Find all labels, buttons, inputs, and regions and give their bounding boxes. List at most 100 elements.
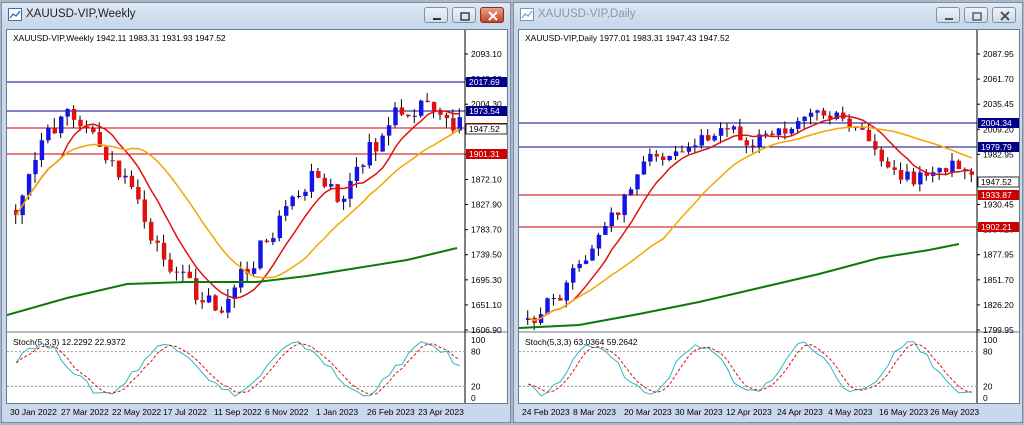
bear-candle <box>374 142 379 152</box>
bear-candle <box>770 133 775 136</box>
bull-candle <box>834 112 839 119</box>
date-axis-label: 30 Mar 2023 <box>675 407 723 417</box>
bull-candle <box>348 180 353 199</box>
daily-minimize-button[interactable] <box>936 7 960 23</box>
bear-candle <box>680 151 685 153</box>
stoch-scale-label: 100 <box>471 335 485 345</box>
bull-candle <box>551 297 557 299</box>
bull-candle <box>641 161 647 175</box>
date-axis-label: 16 May 2023 <box>879 407 929 417</box>
daily-titlebar[interactable]: XAUUSD-VIP,Daily <box>514 3 1022 27</box>
weekly-minimize-button[interactable] <box>424 7 448 23</box>
bear-candle <box>322 177 327 187</box>
bull-candle <box>815 110 820 113</box>
bear-candle <box>738 126 743 141</box>
bear-candle <box>399 107 405 115</box>
bear-candle <box>661 156 666 160</box>
bear-candle <box>161 242 167 260</box>
price-scale-label: 1606.90 <box>471 325 502 335</box>
bear-candle <box>911 171 917 185</box>
chart-window-icon <box>8 8 22 21</box>
close-icon <box>1000 11 1010 21</box>
bull-candle <box>380 135 385 152</box>
bull-candle <box>457 117 462 131</box>
weekly-chart-window[interactable]: XAUUSD-VIP,Weekly XAUUSD-VIP,Weekly 1942… <box>1 2 511 423</box>
bull-candle <box>577 263 582 269</box>
date-axis-label: 20 Mar 2023 <box>624 407 672 417</box>
price-scale-label: 1827.90 <box>471 200 502 210</box>
weekly-chart-canvas[interactable]: XAUUSD-VIP,Weekly 1942.11 1983.31 1931.9… <box>7 30 507 403</box>
mid-moving-average <box>527 126 973 322</box>
blue-level-label: 1973.54 <box>469 106 500 116</box>
minimize-icon <box>945 18 953 20</box>
bear-candle <box>104 146 109 161</box>
bull-candle <box>65 109 70 117</box>
bear-candle <box>616 212 621 216</box>
weekly-titlebar[interactable]: XAUUSD-VIP,Weekly <box>2 3 510 27</box>
bear-candle <box>264 240 270 243</box>
date-axis-label: 8 Mar 2023 <box>573 407 616 417</box>
bull-candle <box>802 116 807 122</box>
bear-candle <box>78 119 83 127</box>
bull-candle <box>59 116 64 134</box>
chart-window-icon <box>520 8 534 21</box>
bear-candle <box>892 167 897 170</box>
daily-chart-area[interactable]: XAUUSD-VIP,Daily 1977.01 1983.31 1947.43… <box>518 29 1020 404</box>
date-axis-label: 24 Feb 2023 <box>522 407 570 417</box>
mid-moving-average <box>15 128 461 279</box>
bull-candle <box>596 234 602 249</box>
bear-candle <box>194 278 199 301</box>
bear-candle <box>52 127 57 134</box>
bull-candle <box>571 268 576 283</box>
stoch-signal-line <box>528 343 972 394</box>
bull-candle <box>648 153 653 162</box>
bull-candle <box>239 268 244 288</box>
bear-candle <box>783 128 788 134</box>
weekly-close-button[interactable] <box>480 7 504 23</box>
price-scale-label: 1877.95 <box>983 250 1014 260</box>
stoch-main-line <box>15 341 460 397</box>
red-level-label: 1901.31 <box>469 149 500 159</box>
price-scale-label: 2009.20 <box>983 124 1014 134</box>
bull-candle <box>526 317 531 320</box>
stoch-scale-label: 80 <box>471 347 481 357</box>
weekly-chart-area[interactable]: XAUUSD-VIP,Weekly 1942.11 1983.31 1931.9… <box>6 29 508 404</box>
daily-chart-canvas[interactable]: XAUUSD-VIP,Daily 1977.01 1983.31 1947.43… <box>519 30 1019 403</box>
blue-level-tag <box>978 118 1019 128</box>
blue-level-label: 1979.79 <box>981 142 1012 152</box>
date-axis-label: 22 May 2022 <box>112 407 162 417</box>
daily-restore-button[interactable] <box>964 7 988 23</box>
bull-candle <box>309 170 315 192</box>
bear-candle <box>821 110 827 116</box>
daily-chart-window[interactable]: XAUUSD-VIP,Daily XAUUSD-VIP,Daily 1977.0… <box>513 2 1023 423</box>
bull-candle <box>712 135 717 141</box>
fast-moving-average <box>527 115 972 322</box>
bear-candle <box>174 271 180 273</box>
bull-candle <box>564 282 569 301</box>
red-level-tag <box>978 190 1019 200</box>
bull-candle <box>699 135 704 146</box>
current-price-label: 1947.52 <box>469 124 500 134</box>
bear-candle <box>751 145 756 147</box>
stoch-scale-label: 100 <box>983 335 997 345</box>
stoch-scale-label: 0 <box>471 393 476 403</box>
stoch-scale-label: 80 <box>983 347 993 357</box>
weekly-date-axis: 30 Jan 2022 27 Mar 2022 22 May 2022 17 Jul … <box>6 406 508 420</box>
price-scale-label: 1739.50 <box>471 250 502 260</box>
bull-candle <box>26 174 32 196</box>
daily-info-line: XAUUSD-VIP,Daily 1977.01 1983.31 1947.43… <box>525 33 730 43</box>
daily-close-button[interactable] <box>992 7 1016 23</box>
weekly-restore-button[interactable] <box>452 7 476 23</box>
bear-candle <box>956 160 962 170</box>
bear-candle <box>847 118 852 127</box>
weekly-window-title: XAUUSD-VIP,Weekly <box>26 8 136 20</box>
bear-candle <box>898 169 904 180</box>
fast-moving-average <box>15 109 460 299</box>
price-scale-label: 1930.45 <box>983 200 1014 210</box>
bull-candle <box>673 151 679 156</box>
bear-candle <box>744 140 749 146</box>
bear-candle <box>444 114 450 119</box>
bear-candle <box>828 115 833 119</box>
restore-icon <box>460 12 470 21</box>
bull-candle <box>686 147 692 152</box>
